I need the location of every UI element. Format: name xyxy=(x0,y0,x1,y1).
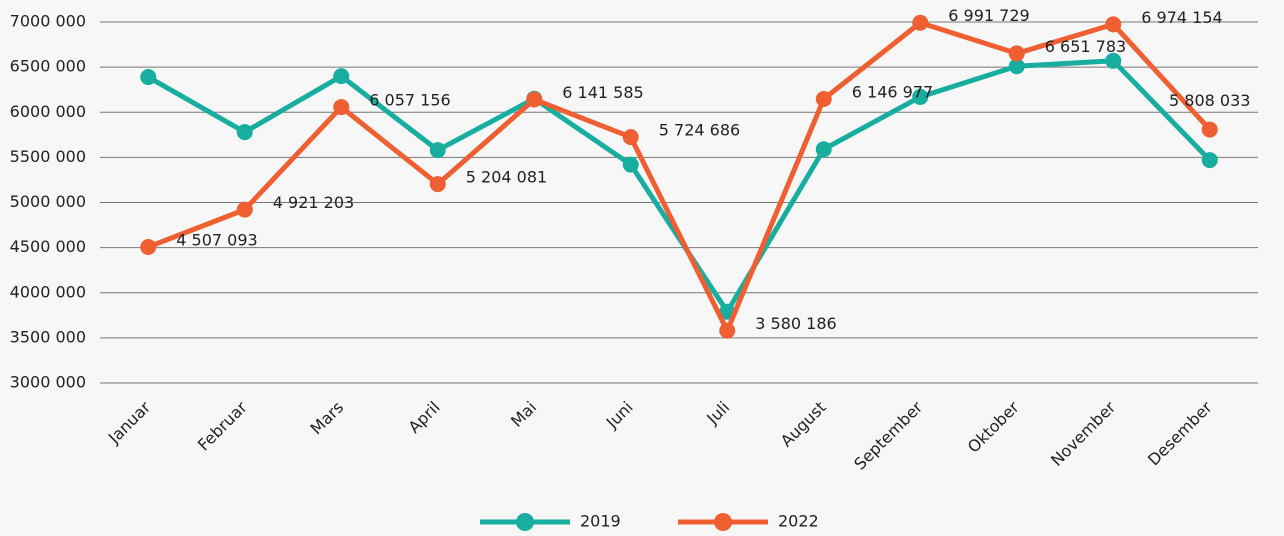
x-tick-label: Juli xyxy=(702,398,733,429)
data-label: 6 991 729 xyxy=(948,6,1029,25)
data-point xyxy=(719,322,736,339)
y-tick-label: 3500 000 xyxy=(10,327,86,346)
y-tick-label: 5000 000 xyxy=(10,192,86,211)
x-tick-label: November xyxy=(1047,397,1120,470)
x-tick-label: Mars xyxy=(307,398,348,439)
data-point xyxy=(236,201,253,218)
data-point xyxy=(1201,121,1218,138)
y-tick-label: 5500 000 xyxy=(10,147,86,166)
data-point xyxy=(1105,52,1122,69)
x-tick-label: Mai xyxy=(507,398,540,431)
data-label: 6 974 154 xyxy=(1141,8,1222,27)
y-tick-label: 6500 000 xyxy=(10,57,86,76)
x-tick-label: Juni xyxy=(602,398,637,433)
data-point xyxy=(622,129,639,146)
data-point xyxy=(333,68,350,85)
data-label: 6 651 783 xyxy=(1045,37,1126,56)
data-point xyxy=(815,141,832,158)
x-tick-label: Januar xyxy=(104,397,155,448)
data-label: 4 507 093 xyxy=(176,230,257,249)
y-tick-label: 7000 000 xyxy=(10,12,86,31)
data-point xyxy=(236,124,253,141)
data-label: 6 057 156 xyxy=(369,91,450,110)
x-tick-label: September xyxy=(850,397,926,473)
data-label: 5 204 081 xyxy=(466,168,547,187)
data-point xyxy=(526,91,543,108)
data-label: 6 146 977 xyxy=(852,82,933,101)
data-label: 5 808 033 xyxy=(1169,91,1250,110)
data-label: 5 724 686 xyxy=(659,121,740,140)
data-point xyxy=(622,156,639,173)
legend-label: 2019 xyxy=(580,512,621,531)
series-line xyxy=(147,20,1212,334)
data-point xyxy=(429,142,446,159)
data-point xyxy=(1201,152,1218,169)
data-point xyxy=(912,14,929,31)
y-tick-label: 6000 000 xyxy=(10,102,86,121)
data-label: 4 921 203 xyxy=(273,193,354,212)
legend-marker xyxy=(714,513,732,531)
x-tick-label: Februar xyxy=(194,397,251,454)
x-tick-label: Desember xyxy=(1144,397,1216,469)
data-point xyxy=(815,90,832,107)
x-tick-label: August xyxy=(777,398,830,451)
data-point xyxy=(429,176,446,193)
data-point xyxy=(140,69,157,86)
x-tick-label: April xyxy=(404,398,443,437)
x-tick-label: Oktober xyxy=(964,397,1023,456)
data-point xyxy=(1008,58,1025,75)
y-tick-label: 4500 000 xyxy=(10,237,86,256)
data-point xyxy=(1008,45,1025,62)
legend-label: 2022 xyxy=(778,512,819,531)
data-label: 6 141 585 xyxy=(562,83,643,102)
data-point xyxy=(912,88,929,105)
y-tick-label: 4000 000 xyxy=(10,282,86,301)
series-line xyxy=(147,58,1212,315)
data-point xyxy=(333,99,350,116)
legend-marker xyxy=(516,513,534,531)
data-point xyxy=(140,238,157,255)
y-tick-label: 3000 000 xyxy=(10,373,86,392)
data-label: 3 580 186 xyxy=(755,314,836,333)
data-point xyxy=(1105,16,1122,33)
